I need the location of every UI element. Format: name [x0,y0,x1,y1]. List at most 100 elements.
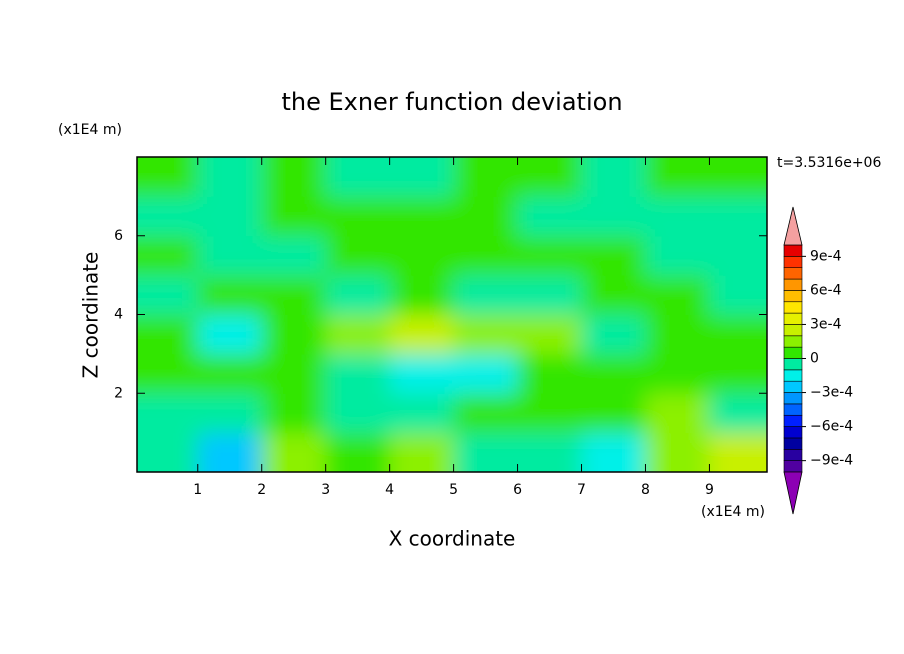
contour-cell [197,196,263,237]
colorbar-box [783,278,803,291]
contour-cell [581,275,646,315]
contour-cell [709,393,767,434]
colorbar-box [783,403,803,416]
contour-cell [197,432,263,472]
x-tick-label: 3 [321,482,330,498]
contour-cell [197,157,263,197]
contour-cell [709,275,767,315]
colorbar-box [783,369,803,382]
colorbar-label: 0 [810,351,819,367]
contour-cell [325,432,391,472]
contour-cell [645,235,710,276]
contour-cell [517,353,583,394]
contour-cell [261,196,327,237]
colorbar-box [783,380,803,393]
contour-cell [325,275,391,315]
x-unit: (x1E4 m) [701,504,765,520]
contour-cell [581,196,646,237]
contour-cell [709,157,767,197]
contour-cell [137,196,199,237]
contour-cell [453,235,519,276]
colorbar-box [783,290,803,303]
x-axis-label: X coordinate [389,527,516,551]
contour-cell [325,157,391,197]
contour-cell [453,353,519,394]
contour-cell [453,393,519,434]
contour-cell [581,235,646,276]
contour-cell [517,157,583,197]
contour-cell [581,353,646,394]
contour-cell [517,235,583,276]
contour-cell [453,275,519,315]
contour-cell [709,353,767,394]
contour-cell [137,353,199,394]
contour-cell [137,314,199,355]
colorbar-box [783,437,803,450]
x-tick-label: 9 [705,482,714,498]
contour-cell [453,314,519,355]
contour-cell [389,314,455,355]
contour-cell [709,314,767,355]
y-tick-label: 4 [114,307,123,323]
contour-cell [645,393,710,434]
contour-cell [389,353,455,394]
x-tick-label: 6 [513,482,522,498]
contour-cell [389,157,455,197]
x-tick-label: 8 [641,482,650,498]
contour-cell [389,196,455,237]
contour-cell [261,432,327,472]
contour-cell [261,275,327,315]
contour-cell [389,393,455,434]
contour-cell [453,157,519,197]
colorbar-label: 3e-4 [810,316,842,332]
contour-cell [645,157,710,197]
x-tick-label: 5 [449,482,458,498]
colorbar-box [783,301,803,314]
contour-cell [325,353,391,394]
contour-cell [645,432,710,472]
contour-cell [517,275,583,315]
contour-cell [261,353,327,394]
contour-cell [645,314,710,355]
colorbar-label: −9e-4 [810,453,853,469]
contour-cell [325,314,391,355]
contour-cell [581,157,646,197]
y-axis-label: Z coordinate [79,252,103,379]
contour-cell [389,275,455,315]
colorbar-box [783,426,803,439]
x-tick-label: 4 [385,482,394,498]
contour-cell [645,353,710,394]
contour-cell [197,235,263,276]
y-tick-label: 6 [114,228,123,244]
contour-cell [581,393,646,434]
contour-cell [137,235,199,276]
contour-cell [197,314,263,355]
contour-cell [325,393,391,434]
colorbar-box [783,267,803,280]
colorbar-box [783,448,803,461]
contour-cell [137,432,199,472]
colorbar-label: 6e-4 [810,282,842,298]
contour-cell [137,393,199,434]
contour-cell [709,235,767,276]
contour-cell [581,432,646,472]
contour-field [137,157,767,472]
contour-cell [325,196,391,237]
colorbar-box [783,346,803,359]
colorbar-box [783,335,803,348]
contour-cell [517,393,583,434]
x-tick-label: 7 [577,482,586,498]
cells [137,157,767,472]
contour-cell [197,393,263,434]
colorbar-box [783,460,803,473]
contour-cell [261,393,327,434]
contour-cell [325,235,391,276]
contour-cell [389,235,455,276]
colorbar-box [783,244,803,257]
contour-cell [261,157,327,197]
contour-cell [389,432,455,472]
colorbar-box [783,414,803,427]
contour-cell [197,353,263,394]
x-tick-label: 1 [193,482,202,498]
